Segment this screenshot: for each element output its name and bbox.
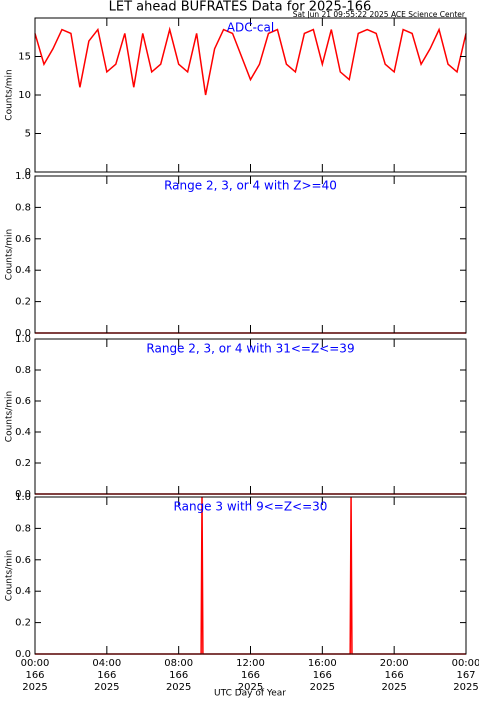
y-tick-label: 15 bbox=[18, 52, 31, 63]
y-tick-label: 5 bbox=[25, 129, 31, 140]
x-tick-label: 2025 bbox=[166, 682, 191, 693]
x-tick-label: 166 bbox=[313, 670, 332, 681]
x-tick-label: 167 bbox=[456, 670, 475, 681]
panel-label: ADC-cal bbox=[227, 21, 274, 35]
x-tick-label: 08:00 bbox=[164, 658, 193, 669]
x-tick-label: 166 bbox=[241, 670, 260, 681]
x-tick-label: 166 bbox=[169, 670, 188, 681]
x-axis-label: UTC Day of Year bbox=[214, 689, 286, 699]
data-line bbox=[34, 26, 467, 96]
y-tick-label: 0.6 bbox=[15, 396, 31, 407]
x-tick-label: 2025 bbox=[453, 682, 478, 693]
y-tick-label: 1.0 bbox=[15, 492, 31, 503]
x-tick-label: 2025 bbox=[94, 682, 119, 693]
y-tick-label: 0.8 bbox=[15, 365, 31, 376]
x-tick-label: 2025 bbox=[381, 682, 406, 693]
x-tick-label: 2025 bbox=[310, 682, 335, 693]
data-line bbox=[35, 496, 466, 655]
x-tick-label: 00:00 bbox=[21, 658, 50, 669]
y-tick-label: 0.0 bbox=[15, 328, 31, 339]
y-tick-label: 0.2 bbox=[15, 458, 31, 469]
y-tick-label: 0.0 bbox=[15, 649, 31, 660]
y-tick-label: 0.2 bbox=[15, 297, 31, 308]
subtitle: Sat Jun 21 09:55:22 2025 ACE Science Cen… bbox=[293, 10, 466, 19]
x-tick-label: 16:00 bbox=[308, 658, 337, 669]
x-tick-label: 166 bbox=[25, 670, 44, 681]
x-tick-label: 2025 bbox=[22, 682, 47, 693]
panel-label: Range 3 with 9<=Z<=30 bbox=[174, 500, 328, 514]
y-axis-label: Counts/min bbox=[5, 69, 15, 120]
y-tick-label: 0.0 bbox=[15, 489, 31, 500]
y-tick-label: 0.8 bbox=[15, 202, 31, 213]
y-tick-label: 0.6 bbox=[15, 234, 31, 245]
x-tick-label: 12:00 bbox=[236, 658, 265, 669]
y-tick-label: 0.6 bbox=[15, 555, 31, 566]
y-axis-label: Counts/min bbox=[5, 391, 15, 442]
y-tick-label: 0.2 bbox=[15, 618, 31, 629]
panel-label: Range 2, 3, or 4 with 31<=Z<=39 bbox=[146, 342, 354, 356]
chart-title: LET ahead BUFRATES Data for 2025-166 bbox=[109, 0, 372, 15]
y-axis-label: Counts/min bbox=[5, 229, 15, 280]
panel-label: Range 2, 3, or 4 with Z>=40 bbox=[164, 179, 337, 193]
x-tick-label: 20:00 bbox=[380, 658, 409, 669]
x-tick-label: 166 bbox=[97, 670, 116, 681]
plot-frame bbox=[34, 175, 467, 334]
y-tick-label: 0 bbox=[25, 167, 31, 178]
y-tick-label: 10 bbox=[18, 90, 31, 101]
plot-frame bbox=[34, 338, 467, 495]
y-tick-label: 1.0 bbox=[15, 334, 31, 345]
x-tick-label: 166 bbox=[385, 670, 404, 681]
y-axis-label: Counts/min bbox=[5, 550, 15, 601]
y-tick-label: 0.8 bbox=[15, 523, 31, 534]
y-tick-label: 0.4 bbox=[15, 586, 31, 597]
y-tick-label: 1.0 bbox=[15, 171, 31, 182]
x-tick-label: 00:00 bbox=[452, 658, 479, 669]
y-tick-label: 0.4 bbox=[15, 265, 31, 276]
plot-frame bbox=[34, 496, 467, 655]
x-tick-label: 04:00 bbox=[92, 658, 121, 669]
x-tick-label: 2025 bbox=[238, 682, 263, 693]
y-tick-label: 0.4 bbox=[15, 427, 31, 438]
